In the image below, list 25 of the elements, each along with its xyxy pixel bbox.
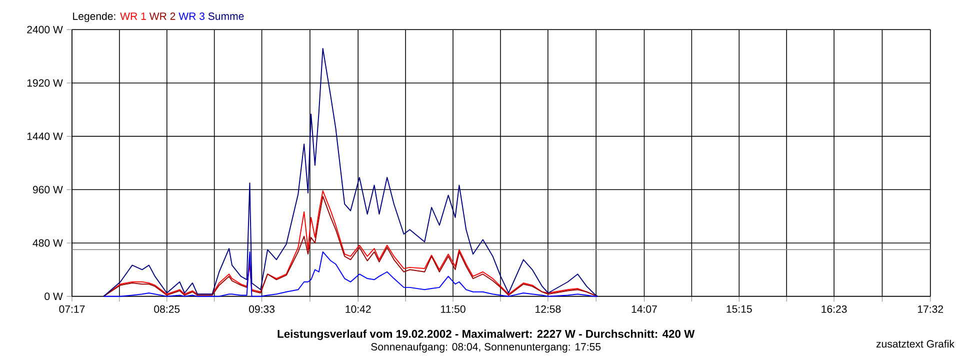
text: Summe <box>208 12 244 20</box>
y-tick-label: 0 W <box>44 292 63 300</box>
line-series <box>103 48 598 298</box>
y-tick-label: 1920 W <box>27 79 63 87</box>
x-tick-label: 15:15 <box>726 306 752 313</box>
text: zusatztext Grafik <box>876 340 954 348</box>
text: WR 1 <box>120 12 146 20</box>
x-tick-label: 17:32 <box>918 306 944 314</box>
x-tick-label: 12:58 <box>536 306 561 314</box>
text: Sonnenaufgang: 08:04, Sonnenuntergang: 17:55 <box>371 342 601 353</box>
x-tick-label: 16:23 <box>822 306 847 314</box>
y-tick-label: 1440 W <box>27 132 63 140</box>
x-tick-label: 07:17 <box>59 306 85 314</box>
x-tick-label: 11:50 <box>441 306 466 314</box>
y-tick-label: 480 W <box>32 239 63 247</box>
legend-title: Legende: <box>73 12 116 22</box>
x-tick-label: 08:25 <box>154 306 180 314</box>
x-tick-label: 09:33 <box>249 306 275 314</box>
y-tick-label: 960 W <box>32 186 63 194</box>
text: Leistungsverlauf vom 19.02.2002 - Maximalwert: 2227 W - Durchschnitt: 420 W <box>278 330 695 340</box>
x-tick-label: 14:07 <box>632 306 657 314</box>
x-tick-label: 10:42 <box>346 306 371 314</box>
text: WR 3 <box>178 12 204 20</box>
text: WR 2 <box>149 12 176 20</box>
y-tick-label: 2400 W <box>27 26 63 34</box>
